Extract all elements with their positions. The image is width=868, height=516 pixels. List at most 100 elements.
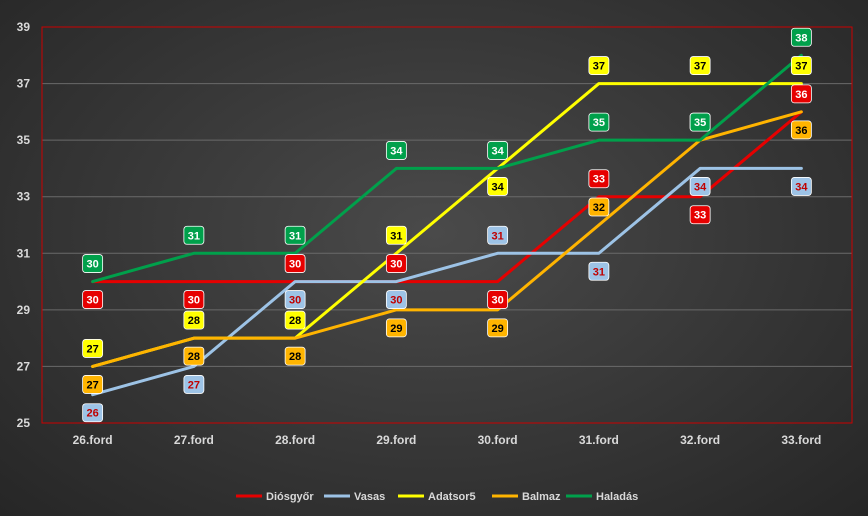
data-label-text: 35 xyxy=(694,117,706,129)
x-tick-label: 29.ford xyxy=(376,433,416,447)
data-label-text: 31 xyxy=(492,230,504,242)
data-label: 30 xyxy=(385,254,407,273)
data-label: 31 xyxy=(183,225,205,245)
data-label: 30 xyxy=(82,290,104,309)
legend-item: Balmaz xyxy=(492,491,561,503)
data-label: 30 xyxy=(284,290,306,309)
data-label-box xyxy=(284,225,306,245)
data-label-text: 35 xyxy=(593,117,605,129)
data-label-box xyxy=(183,225,205,245)
data-label-box xyxy=(790,84,812,104)
data-label-box xyxy=(82,375,104,394)
data-label-box xyxy=(790,177,812,196)
x-tick-label: 28.ford xyxy=(275,433,315,447)
data-label: 30 xyxy=(487,290,509,309)
data-label: 35 xyxy=(689,112,711,132)
data-label-box xyxy=(284,310,306,330)
y-tick-label: 33 xyxy=(17,190,31,204)
data-label-text: 29 xyxy=(492,323,504,335)
data-label-box xyxy=(790,56,812,75)
data-label-text: 28 xyxy=(289,351,301,363)
data-label-text: 30 xyxy=(390,259,402,271)
gridlines xyxy=(42,26,852,424)
series-line-0 xyxy=(91,110,803,284)
data-label-text: 32 xyxy=(593,202,605,214)
data-label-text: 34 xyxy=(492,181,505,193)
legend-label: Adatsor5 xyxy=(428,491,476,503)
data-label-box xyxy=(284,346,306,366)
data-label-text: 34 xyxy=(694,181,707,193)
data-label: 30 xyxy=(183,290,205,309)
data-label-box xyxy=(588,56,610,75)
data-label-text: 31 xyxy=(390,230,402,242)
data-label-text: 28 xyxy=(188,315,200,327)
data-label-text: 34 xyxy=(390,145,403,157)
data-label-box xyxy=(588,197,610,217)
data-label-box xyxy=(487,318,509,338)
data-label-text: 30 xyxy=(289,295,301,307)
legend-label: Vasas xyxy=(354,491,385,503)
data-label: 30 xyxy=(284,254,306,273)
data-label-box xyxy=(183,310,205,330)
data-label: 31 xyxy=(487,225,509,245)
data-label: 28 xyxy=(183,310,205,330)
data-label: 34 xyxy=(790,177,812,196)
data-label-text: 26 xyxy=(87,408,99,420)
y-tick-label: 27 xyxy=(17,359,31,373)
data-label-box xyxy=(385,318,407,338)
data-label: 28 xyxy=(284,346,306,366)
y-tick-label: 29 xyxy=(17,303,31,317)
data-label: 38 xyxy=(790,27,812,47)
data-label-text: 30 xyxy=(87,259,99,271)
data-label-text: 36 xyxy=(795,89,807,101)
data-label-box xyxy=(183,375,205,394)
data-label-text: 29 xyxy=(390,323,402,335)
series-line-3 xyxy=(91,110,803,368)
legend-item: Vasas xyxy=(324,491,385,503)
data-label: 37 xyxy=(588,56,610,75)
data-label-text: 37 xyxy=(593,61,605,73)
data-label: 29 xyxy=(487,318,509,338)
legend-item: Haladás xyxy=(566,491,638,503)
data-label: 29 xyxy=(385,318,407,338)
data-label-text: 33 xyxy=(593,174,605,186)
data-label-box xyxy=(487,290,509,309)
y-axis-tick-labels: 25 27 29 31 33 35 37 39 xyxy=(17,20,31,430)
data-label-box xyxy=(385,141,407,160)
y-tick-label: 39 xyxy=(17,20,31,34)
data-label: 27 xyxy=(82,375,104,394)
data-label-text: 30 xyxy=(188,295,200,307)
series-lines xyxy=(91,53,803,397)
legend-label: Diósgyőr xyxy=(266,491,314,503)
data-label: 31 xyxy=(588,261,610,281)
data-label-box xyxy=(284,254,306,273)
data-label-text: 28 xyxy=(188,351,200,363)
data-label: 36 xyxy=(790,84,812,104)
data-label: 37 xyxy=(689,56,711,75)
data-label-box xyxy=(689,112,711,132)
data-labels: 30 30 30 30 30 33 33 36 26 27 30 30 31 31 34 34 27 28 28 31… xyxy=(82,27,812,423)
data-label-text: 31 xyxy=(593,266,605,278)
x-tick-label: 26.ford xyxy=(73,433,113,447)
data-label-box xyxy=(588,261,610,281)
data-label: 31 xyxy=(385,225,407,245)
data-label-box xyxy=(487,177,509,196)
data-label: 37 xyxy=(790,56,812,75)
data-label-text: 30 xyxy=(87,295,99,307)
data-label-box xyxy=(487,141,509,160)
series-line-1 xyxy=(91,166,803,397)
x-axis-tick-labels: 26.ford 27.ford 28.ford 29.ford 30.ford 31.fo… xyxy=(73,433,822,447)
data-label: 30 xyxy=(385,290,407,309)
data-label: 36 xyxy=(790,120,812,140)
data-label-text: 27 xyxy=(188,379,200,391)
data-label-text: 34 xyxy=(795,181,808,193)
data-label-box xyxy=(82,290,104,309)
data-label-text: 36 xyxy=(795,125,807,137)
data-label-text: 37 xyxy=(694,61,706,73)
data-label-box xyxy=(487,225,509,245)
data-label: 34 xyxy=(689,177,711,196)
data-label: 27 xyxy=(183,375,205,394)
data-label: 28 xyxy=(183,346,205,366)
legend-label: Haladás xyxy=(596,491,638,503)
x-tick-label: 27.ford xyxy=(174,433,214,447)
